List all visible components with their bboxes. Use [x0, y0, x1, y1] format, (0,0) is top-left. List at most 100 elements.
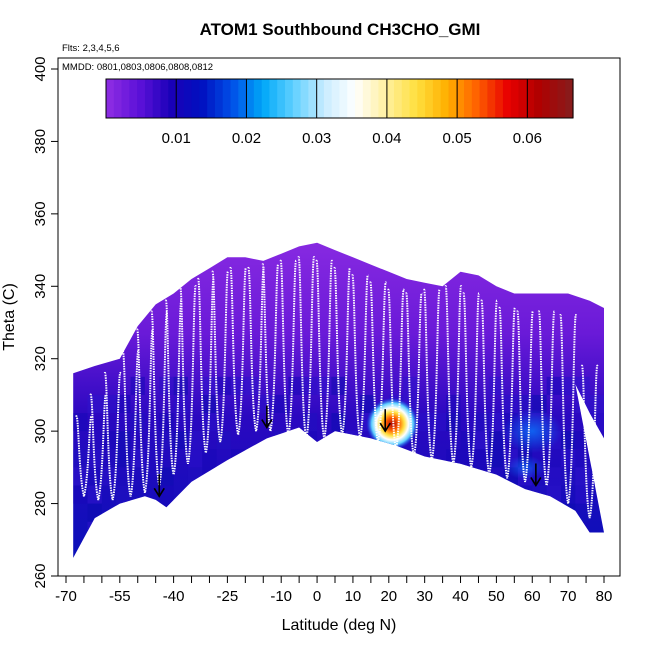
heatmap-cell [560, 503, 576, 522]
x-tick-label: 80 [596, 588, 613, 605]
heatmap-cell [274, 431, 289, 450]
colorbar-cell [246, 79, 255, 118]
arrow-markers [153, 405, 542, 498]
colorbar-cell [176, 79, 185, 118]
heatmap-cell [546, 485, 561, 504]
colorbar-cell [199, 79, 208, 118]
colorbar-cell [292, 79, 302, 118]
y-tick-label: 340 [32, 274, 49, 299]
heatmap-cell [460, 467, 475, 486]
heatmap-cell [474, 449, 490, 468]
x-axis-label: Latitude (deg N) [282, 617, 397, 634]
heatmap-cell [374, 503, 389, 522]
heatmap-cell [474, 413, 490, 432]
heatmap-cell [302, 503, 318, 522]
colorbar-cell [456, 79, 465, 118]
heatmap-cell [417, 467, 432, 486]
heatmap-cell [216, 431, 231, 450]
heatmap-cell [116, 394, 131, 414]
heatmap-cell [317, 503, 332, 522]
heatmap-cell [216, 503, 231, 522]
heatmap-cell [331, 503, 346, 522]
x-tick-label: 40 [452, 588, 469, 605]
colorbar-cell [137, 79, 146, 118]
x-tick-label: 30 [416, 588, 433, 605]
heatmap-cell [159, 376, 174, 395]
colorbar-cell [207, 79, 216, 118]
y-tick-label: 300 [32, 419, 49, 444]
heatmap-cell [230, 376, 246, 395]
x-tick-label: 10 [345, 588, 362, 605]
colorbar-cell [432, 79, 442, 118]
colorbar-cell [378, 79, 387, 118]
colorbar-cell [214, 79, 224, 118]
heatmap-cell [202, 449, 217, 468]
colorbar-tick-label: 0.01 [162, 130, 191, 147]
heatmap-cell [173, 394, 188, 414]
flight-profile [333, 267, 352, 436]
heatmap-cell [575, 467, 590, 486]
heatmap-cell [302, 413, 318, 432]
heatmap-cell [130, 376, 145, 395]
heatmap-cell [560, 449, 576, 468]
heatmap-cell [575, 394, 590, 414]
colorbar-cell [331, 79, 341, 118]
flight-profile [247, 267, 265, 432]
colorbar-frame [105, 78, 574, 119]
heatmap-cell [159, 485, 174, 504]
heatmap-cell [130, 503, 145, 522]
heatmap-cell [489, 485, 504, 504]
heatmap-cell [230, 449, 246, 468]
heatmap-cell [474, 485, 490, 504]
y-tick-label: 400 [32, 56, 49, 81]
heatmap-cell [489, 376, 504, 395]
colorbar-cell [370, 79, 380, 118]
heatmap-cell [489, 449, 504, 468]
heatmap-cell [403, 521, 418, 540]
flight-profile [422, 288, 441, 461]
x-tick-label: 20 [380, 588, 397, 605]
colorbar-cell [339, 79, 348, 118]
colorbar-cell [316, 79, 325, 118]
heatmap-cell [431, 521, 447, 540]
heatmap-cell [274, 485, 289, 504]
heatmap-cell [403, 503, 418, 522]
flight-profile [351, 274, 369, 439]
colorbar-ticks: 0.01 0.02 0.03 0.04 0.05 0.06 [162, 79, 542, 147]
colorbar-tick-label: 0.04 [372, 130, 401, 147]
flight-profile [537, 310, 556, 486]
colorbar-tick-label: 0.06 [513, 130, 542, 147]
colorbar-cell [253, 79, 263, 118]
colorbar-cell [222, 79, 232, 118]
dates-subtitle: MMDD: 0801,0803,0806,0808,0812 [62, 62, 213, 73]
heatmap-cell [216, 521, 231, 540]
colorbar-cell [464, 79, 473, 118]
heatmap-cell [159, 413, 174, 432]
heatmap-cell [546, 503, 561, 522]
flight-profile [580, 364, 599, 519]
heatmap-cell [575, 485, 590, 504]
flight-profile [405, 292, 423, 457]
heatmap-cell [288, 431, 303, 450]
x-tick-label: -40 [163, 588, 185, 605]
heatmap-cell [317, 376, 332, 395]
x-tick-label: 70 [560, 588, 577, 605]
flight-profile [261, 263, 280, 432]
y-tick-label: 320 [32, 346, 49, 371]
colorbar-cell [106, 79, 115, 118]
heatmap-cell [360, 503, 375, 522]
colorbar-cell [347, 79, 356, 118]
colorbar-cell [557, 79, 566, 118]
heatmap-cell [101, 521, 117, 540]
y-axis: 260 280 300 320 340 360 380 400 [32, 56, 59, 589]
heatmap-cell [216, 376, 231, 395]
flight-profile [229, 267, 248, 436]
flight-profile [103, 372, 122, 501]
heatmap-cell [345, 485, 361, 504]
flight-profile [89, 393, 108, 501]
colorbar-cell [144, 79, 154, 118]
colorbar-cell [526, 79, 535, 118]
colorbar-cell [471, 79, 481, 118]
heatmap-cell [431, 485, 447, 504]
heatmap-cell [288, 376, 303, 395]
